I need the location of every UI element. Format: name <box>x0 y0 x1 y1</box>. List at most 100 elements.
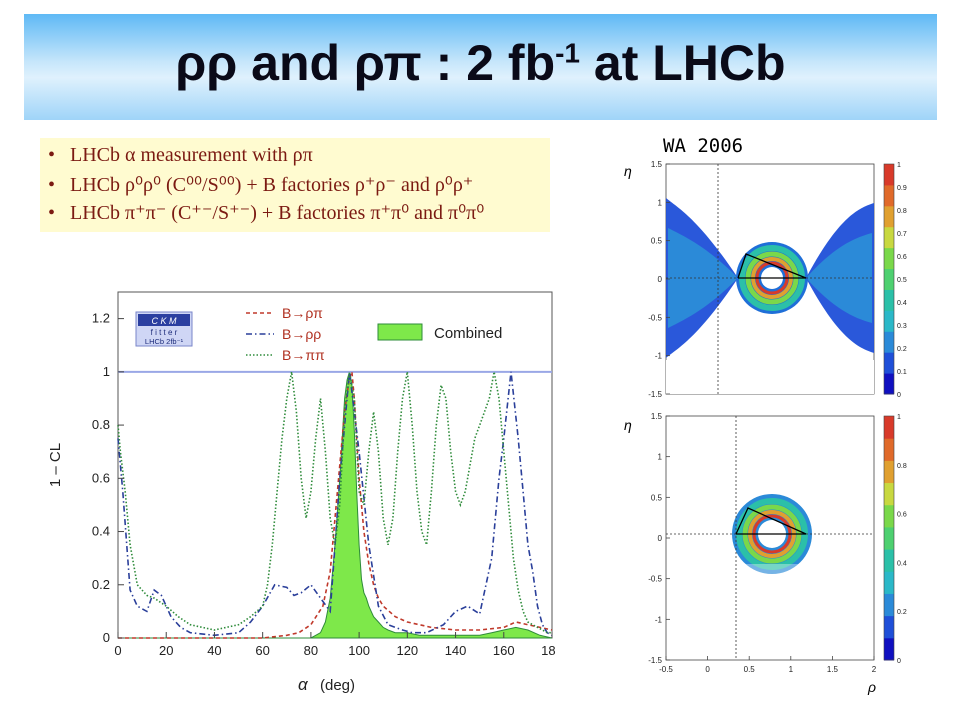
heat-x-tick-label: 0.5 <box>744 665 756 674</box>
colorbar-segment <box>884 637 894 661</box>
title-superscript: -1 <box>555 37 581 69</box>
bullet-item: • LHCb ρ⁰ρ⁰ (C⁰⁰/S⁰⁰) + B factories ρ⁺ρ⁻ … <box>48 172 473 198</box>
colorbar-segment <box>884 226 894 249</box>
y-tick-label: 0.8 <box>92 417 110 432</box>
colorbar-tick-label: 0.8 <box>897 208 907 215</box>
y-tick-label: 0.4 <box>92 524 110 539</box>
colorbar-frame <box>883 415 895 661</box>
wa-y-axis-label: η <box>624 163 632 179</box>
colorbar-tick-label: 0.2 <box>897 346 907 353</box>
x-tick-label: 20 <box>159 643 173 658</box>
colorbar-segment <box>884 352 894 374</box>
bullet-text: LHCb ρ⁰ρ⁰ (C⁰⁰/S⁰⁰) + B factories ρ⁺ρ⁻ a… <box>70 174 474 196</box>
colorbar-segment <box>884 526 894 550</box>
x-tick-label: 60 <box>255 643 269 658</box>
x-tick-label: 120 <box>396 643 418 658</box>
x-tick-label: 40 <box>207 643 221 658</box>
heat-y-tick-label: 1 <box>658 453 663 462</box>
y-tick-label: 0.2 <box>92 577 110 592</box>
legend-label-rhorho: B→ρρ <box>282 326 321 342</box>
colorbar-tick-label: 0.6 <box>897 254 907 261</box>
title-bar: ρρ and ρπ : 2 fb-1 at LHCb <box>24 14 937 120</box>
heat-y-tick-label: 0.5 <box>651 237 663 246</box>
bullet-box: • LHCb α measurement with ρπ • LHCb ρ⁰ρ⁰ (… <box>40 138 550 232</box>
colorbar-segment <box>884 205 894 228</box>
bullet-marker: • <box>48 202 56 224</box>
colorbar-segment <box>884 289 894 311</box>
lhcb-unitarity-triangle <box>735 507 807 535</box>
colorbar-tick-label: 0.4 <box>897 300 907 307</box>
x-axis-unit: (deg) <box>320 677 355 694</box>
colorbar-segment <box>884 438 894 461</box>
y-tick-label: 1 <box>103 364 110 379</box>
colorbar-tick-label: 0.1 <box>897 369 907 376</box>
x-tick-label: 140 <box>445 643 467 658</box>
wa-unitarity-triangle <box>737 253 807 279</box>
logo-line2: f i t t e r <box>151 328 178 337</box>
title-tail: at LHCb <box>580 35 786 91</box>
ckmfitter-logo: C K M f i t t e r LHCb 2fb⁻¹ <box>135 311 193 347</box>
alpha-scan-plot: 0 20 40 60 80 100 120 140 160 180 0 0.2 0.4 0.6 0.8 1 1.… <box>47 291 556 694</box>
colorbar-segment <box>884 310 894 332</box>
heat-y-tick-label: -1.5 <box>648 390 662 399</box>
bullet-item: • LHCb π⁺π⁻ (C⁺⁻/S⁺⁻) + B factories π⁺π⁰ … <box>48 200 484 226</box>
logo-line1: C K M <box>151 316 177 326</box>
title-main: ρρ and ρπ : 2 fb <box>175 35 556 91</box>
heat-y-tick-label: 0 <box>658 534 663 543</box>
colorbar-segment <box>884 593 894 617</box>
colorbar-tick-label: 0.3 <box>897 323 907 330</box>
colorbar-tick-label: 0.4 <box>897 560 907 567</box>
x-tick-label: 0 <box>114 643 121 658</box>
heat-y-tick-label: 1 <box>658 198 663 207</box>
legend-label-rhopi: B→ρπ <box>282 305 323 321</box>
heat-y-tick-label: -1 <box>655 615 663 624</box>
y-axis-label: 1 – CL <box>47 443 64 487</box>
colorbar-tick-label: 0 <box>897 392 901 399</box>
lhcb-band-region <box>732 494 812 586</box>
plot-legend: B→ρπ B→ρρ B→ππ Combined <box>246 305 502 363</box>
y-tick-label: 0.6 <box>92 470 110 485</box>
legend-swatch-combined <box>377 323 423 341</box>
legend-label-combined: Combined <box>434 325 502 342</box>
colorbar-segment <box>884 164 894 186</box>
colorbar-tick-label: 0.8 <box>897 463 907 470</box>
x-tick-label: 100 <box>348 643 370 658</box>
colorbar-segment <box>884 482 894 506</box>
bullet-text: LHCb α measurement with ρπ <box>70 144 313 166</box>
colorbar-segment <box>884 460 894 484</box>
x-tick-label: 80 <box>304 643 318 658</box>
series-pipi-line <box>117 371 552 634</box>
colorbar-tick-label: 0.5 <box>897 277 907 284</box>
colorbar-frame <box>883 163 895 395</box>
heat-y-tick-label: -0.5 <box>648 575 662 584</box>
y-tick-label: 0 <box>103 630 110 645</box>
heat-y-tick-label: -1.5 <box>648 656 662 665</box>
heat-y-tick-label: -1 <box>655 352 663 361</box>
colorbar-tick-label: 0.9 <box>897 185 907 192</box>
colorbar-segment <box>884 504 894 528</box>
heat-x-tick-label: 0 <box>705 665 710 674</box>
heat-x-tick-label: 1 <box>789 665 794 674</box>
colorbar-segment <box>884 373 894 395</box>
bullet-marker: • <box>48 144 56 166</box>
colorbar-segment <box>884 331 894 353</box>
colorbar-segment <box>884 615 894 639</box>
heat-y-tick-label: 1.5 <box>651 412 663 421</box>
colorbar-tick-label: 0.2 <box>897 609 907 616</box>
lhcb-rho-eta-plot: η 1.5 1 0.5 0 -0.5 -1 -1.5 -0.5 0 0.5 1 1.5 2 ρ 1 0.… <box>624 412 907 695</box>
colorbar-tick-label: 1 <box>897 414 901 421</box>
heat-x-tick-label: -0.5 <box>659 665 673 674</box>
y-tick-label: 1.2 <box>92 311 110 326</box>
colorbar-tick-label: 0.6 <box>897 512 907 519</box>
bullet-marker: • <box>48 174 56 196</box>
logo-line3: LHCb 2fb⁻¹ <box>145 337 184 346</box>
x-axis-symbol: α <box>298 675 309 694</box>
colorbar-tick-label: 0.7 <box>897 231 907 238</box>
wa2006-rho-eta-plot: η 1.5 1 0.5 0 -0.5 -1 -1.5 1 0.9 0.8 0.7 0.6 0.5 0.4… <box>624 160 907 399</box>
wa-colorbar: 1 0.9 0.8 0.7 0.6 0.5 0.4 0.3 0.2 0.1 0 <box>883 162 907 399</box>
heat-y-tick-label: 0.5 <box>651 493 663 502</box>
heat-y-tick-label: 0 <box>658 275 663 284</box>
colorbar-segment <box>884 247 894 270</box>
colorbar-segment <box>884 268 894 290</box>
lhcb-y-axis-label: η <box>624 417 632 433</box>
